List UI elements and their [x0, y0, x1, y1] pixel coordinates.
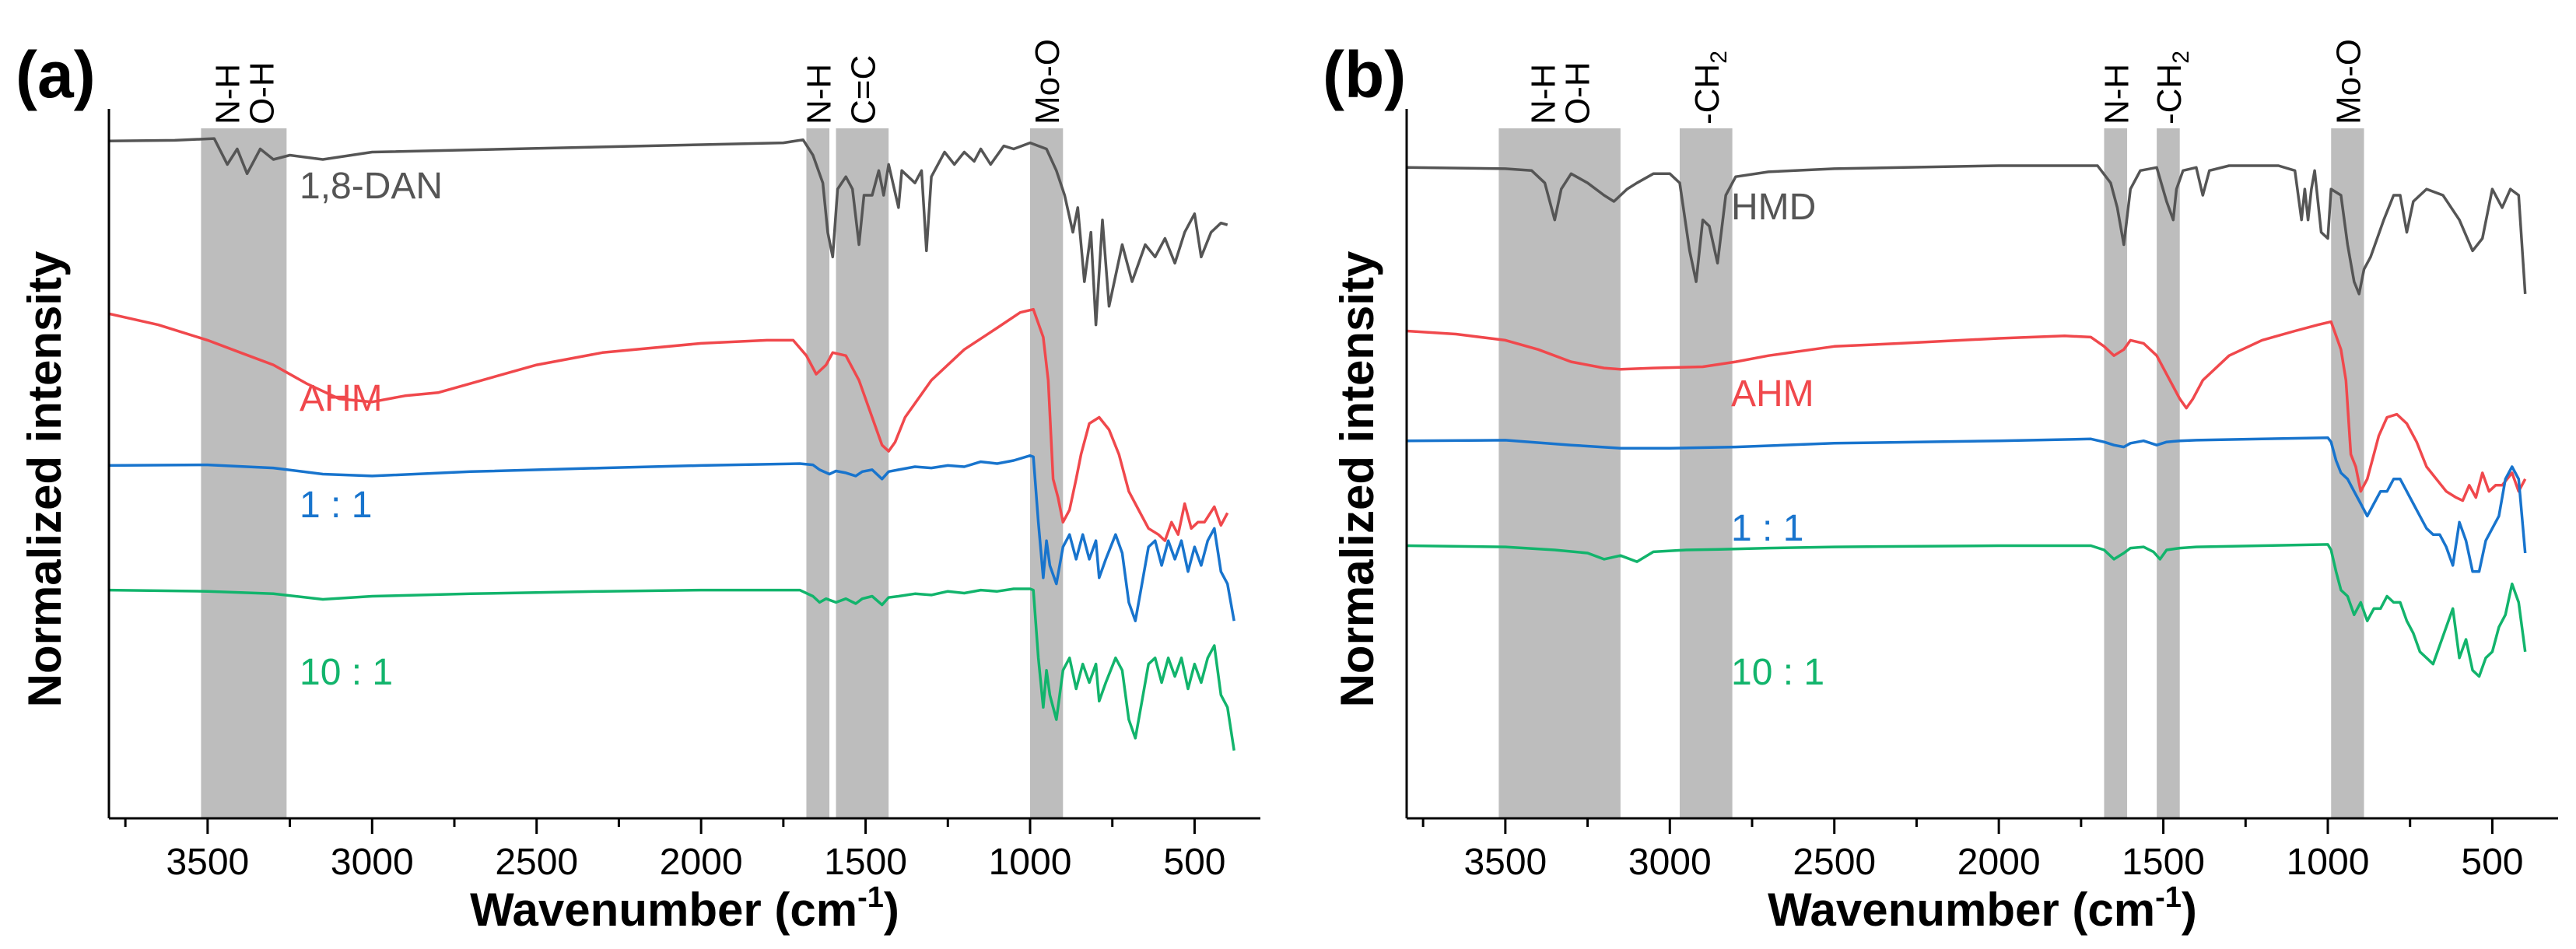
band-label: N-H	[2098, 64, 2136, 124]
band-label: N-H	[209, 64, 247, 124]
band-label: O-H	[243, 61, 281, 124]
series-line-0	[1406, 164, 2527, 296]
x-tick-label: 2000	[1957, 842, 2041, 883]
series-line-0	[108, 137, 1228, 327]
band-highlight	[2331, 128, 2364, 818]
band-label: C=C	[844, 55, 882, 124]
series-line-3	[1406, 543, 2527, 678]
band-label: N-H	[1525, 64, 1563, 124]
band-highlight	[2104, 128, 2128, 818]
series-line-2	[108, 453, 1235, 622]
band-label: -CH2	[2150, 51, 2194, 124]
band-label: Mo-O	[2329, 39, 2367, 124]
x-tick-label: 3000	[331, 842, 414, 883]
band-highlight	[2157, 128, 2180, 818]
band-highlight	[1498, 128, 1621, 818]
y-axis-title: Normalized intensity	[19, 250, 71, 707]
x-tick-label: 2500	[1793, 842, 1876, 883]
series-label: 10 : 1	[1731, 652, 1824, 693]
series-label: 1 : 1	[1731, 508, 1803, 549]
x-tick-label: 2000	[660, 842, 743, 883]
x-axis-title: Wavenumber (cm-1)	[1768, 881, 2197, 936]
panel-label: (a)	[16, 38, 96, 111]
x-axis-title: Wavenumber (cm-1)	[470, 881, 899, 936]
band-label: Mo-O	[1029, 39, 1067, 124]
series-line-1	[108, 307, 1229, 542]
band-label: -CH2	[1688, 51, 1732, 124]
x-tick-label: 2500	[495, 842, 578, 883]
series-label: 1,8-DAN	[300, 166, 443, 207]
band-label: O-H	[1559, 61, 1597, 124]
x-tick-label: 500	[1163, 842, 1225, 883]
series-line-2	[1406, 436, 2527, 573]
x-tick-label: 1000	[989, 842, 1072, 883]
band-highlight	[201, 128, 287, 818]
x-tick-label: 1500	[2122, 842, 2205, 883]
series-label: 1 : 1	[300, 485, 372, 526]
series-line-1	[1406, 320, 2527, 503]
panel-label: (b)	[1323, 38, 1406, 111]
series-label: 10 : 1	[300, 652, 393, 693]
series-label: AHM	[1731, 373, 1814, 415]
y-axis-title: Normalized intensity	[1331, 250, 1383, 707]
x-tick-label: 500	[2461, 842, 2523, 883]
x-tick-label: 1500	[824, 842, 907, 883]
series-label: HMD	[1731, 187, 1816, 228]
band-label: N-H	[800, 64, 838, 124]
x-tick-label: 3000	[1628, 842, 1712, 883]
series-label: AHM	[300, 378, 383, 419]
x-tick-label: 1000	[2287, 842, 2370, 883]
x-tick-label: 3500	[1463, 842, 1547, 883]
x-tick-label: 3500	[166, 842, 249, 883]
series-line-3	[108, 587, 1235, 751]
